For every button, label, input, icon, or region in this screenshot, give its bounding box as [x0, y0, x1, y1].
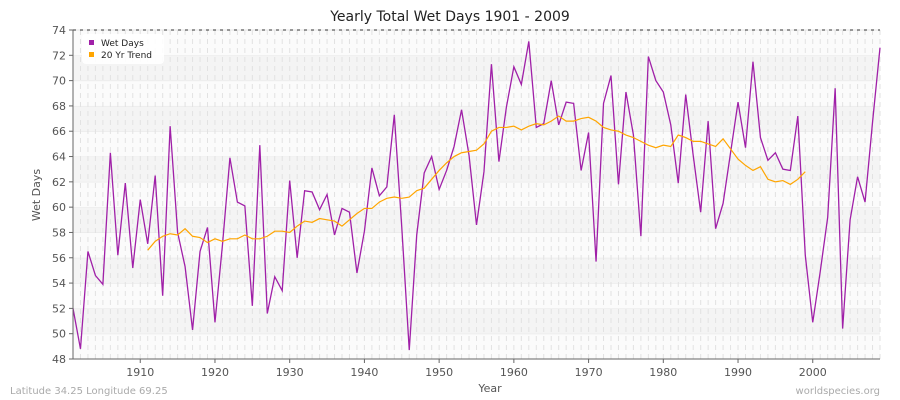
legend-label-wet-days: Wet Days: [101, 39, 144, 49]
grid-band: [73, 131, 880, 157]
legend-swatch-wet-days: [89, 40, 94, 45]
x-tick-label: 1910: [126, 366, 154, 379]
x-tick-label: 1970: [575, 366, 603, 379]
vertical-grid: [72, 30, 881, 359]
y-axis-label: Wet Days: [30, 169, 43, 222]
x-tick-label: 1960: [500, 366, 528, 379]
wet-days-line: [72, 41, 881, 351]
y-tick-label: 70: [52, 75, 66, 88]
y-tick-label: 64: [52, 151, 66, 164]
y-tick-label: 48: [52, 353, 66, 366]
chart-title: Yearly Total Wet Days 1901 - 2009: [329, 9, 570, 25]
grid-band: [73, 232, 880, 258]
x-tick-label: 1950: [425, 366, 453, 379]
legend: Wet Days 20 Yr Trend: [82, 34, 164, 64]
legend-label-trend: 20 Yr Trend: [101, 51, 152, 61]
y-tick-label: 68: [52, 100, 66, 113]
x-tick-label: 1940: [350, 366, 378, 379]
y-tick-label: 66: [52, 125, 66, 138]
y-tick-label: 58: [52, 226, 66, 239]
y-tick-label: 60: [52, 201, 66, 214]
grid-band: [73, 105, 880, 132]
x-tick-label: 1920: [201, 366, 229, 379]
legend-box: [82, 34, 164, 64]
y-tick-label: 50: [52, 328, 66, 341]
y-tick-label: 62: [52, 176, 66, 189]
y-tick-label: 54: [52, 277, 66, 290]
footer-location: Latitude 34.25 Longitude 69.25: [10, 386, 168, 397]
y-tick-label: 72: [52, 49, 66, 62]
x-tick-label: 1990: [724, 366, 752, 379]
y-axis-ticks: 48 50 52 54 56 58 60 62 64 66 68 70 72 74: [52, 24, 73, 366]
x-tick-label: 1930: [276, 366, 304, 379]
x-axis-ticks: 1910 1920 1930 1940 1950 1960 1970 1980 1990 2000: [126, 359, 827, 379]
footer-source: worldspecies.org: [796, 386, 880, 397]
y-tick-label: 56: [52, 252, 66, 265]
x-tick-label: 1980: [649, 366, 677, 379]
x-tick-label: 2000: [799, 366, 827, 379]
y-tick-label: 52: [52, 302, 66, 315]
grid-band: [73, 257, 880, 284]
x-axis-label: Year: [477, 382, 502, 395]
legend-swatch-trend: [89, 52, 94, 57]
series-lines: [72, 41, 881, 351]
trend-line: [147, 115, 806, 251]
y-tick-label: 74: [52, 24, 66, 37]
